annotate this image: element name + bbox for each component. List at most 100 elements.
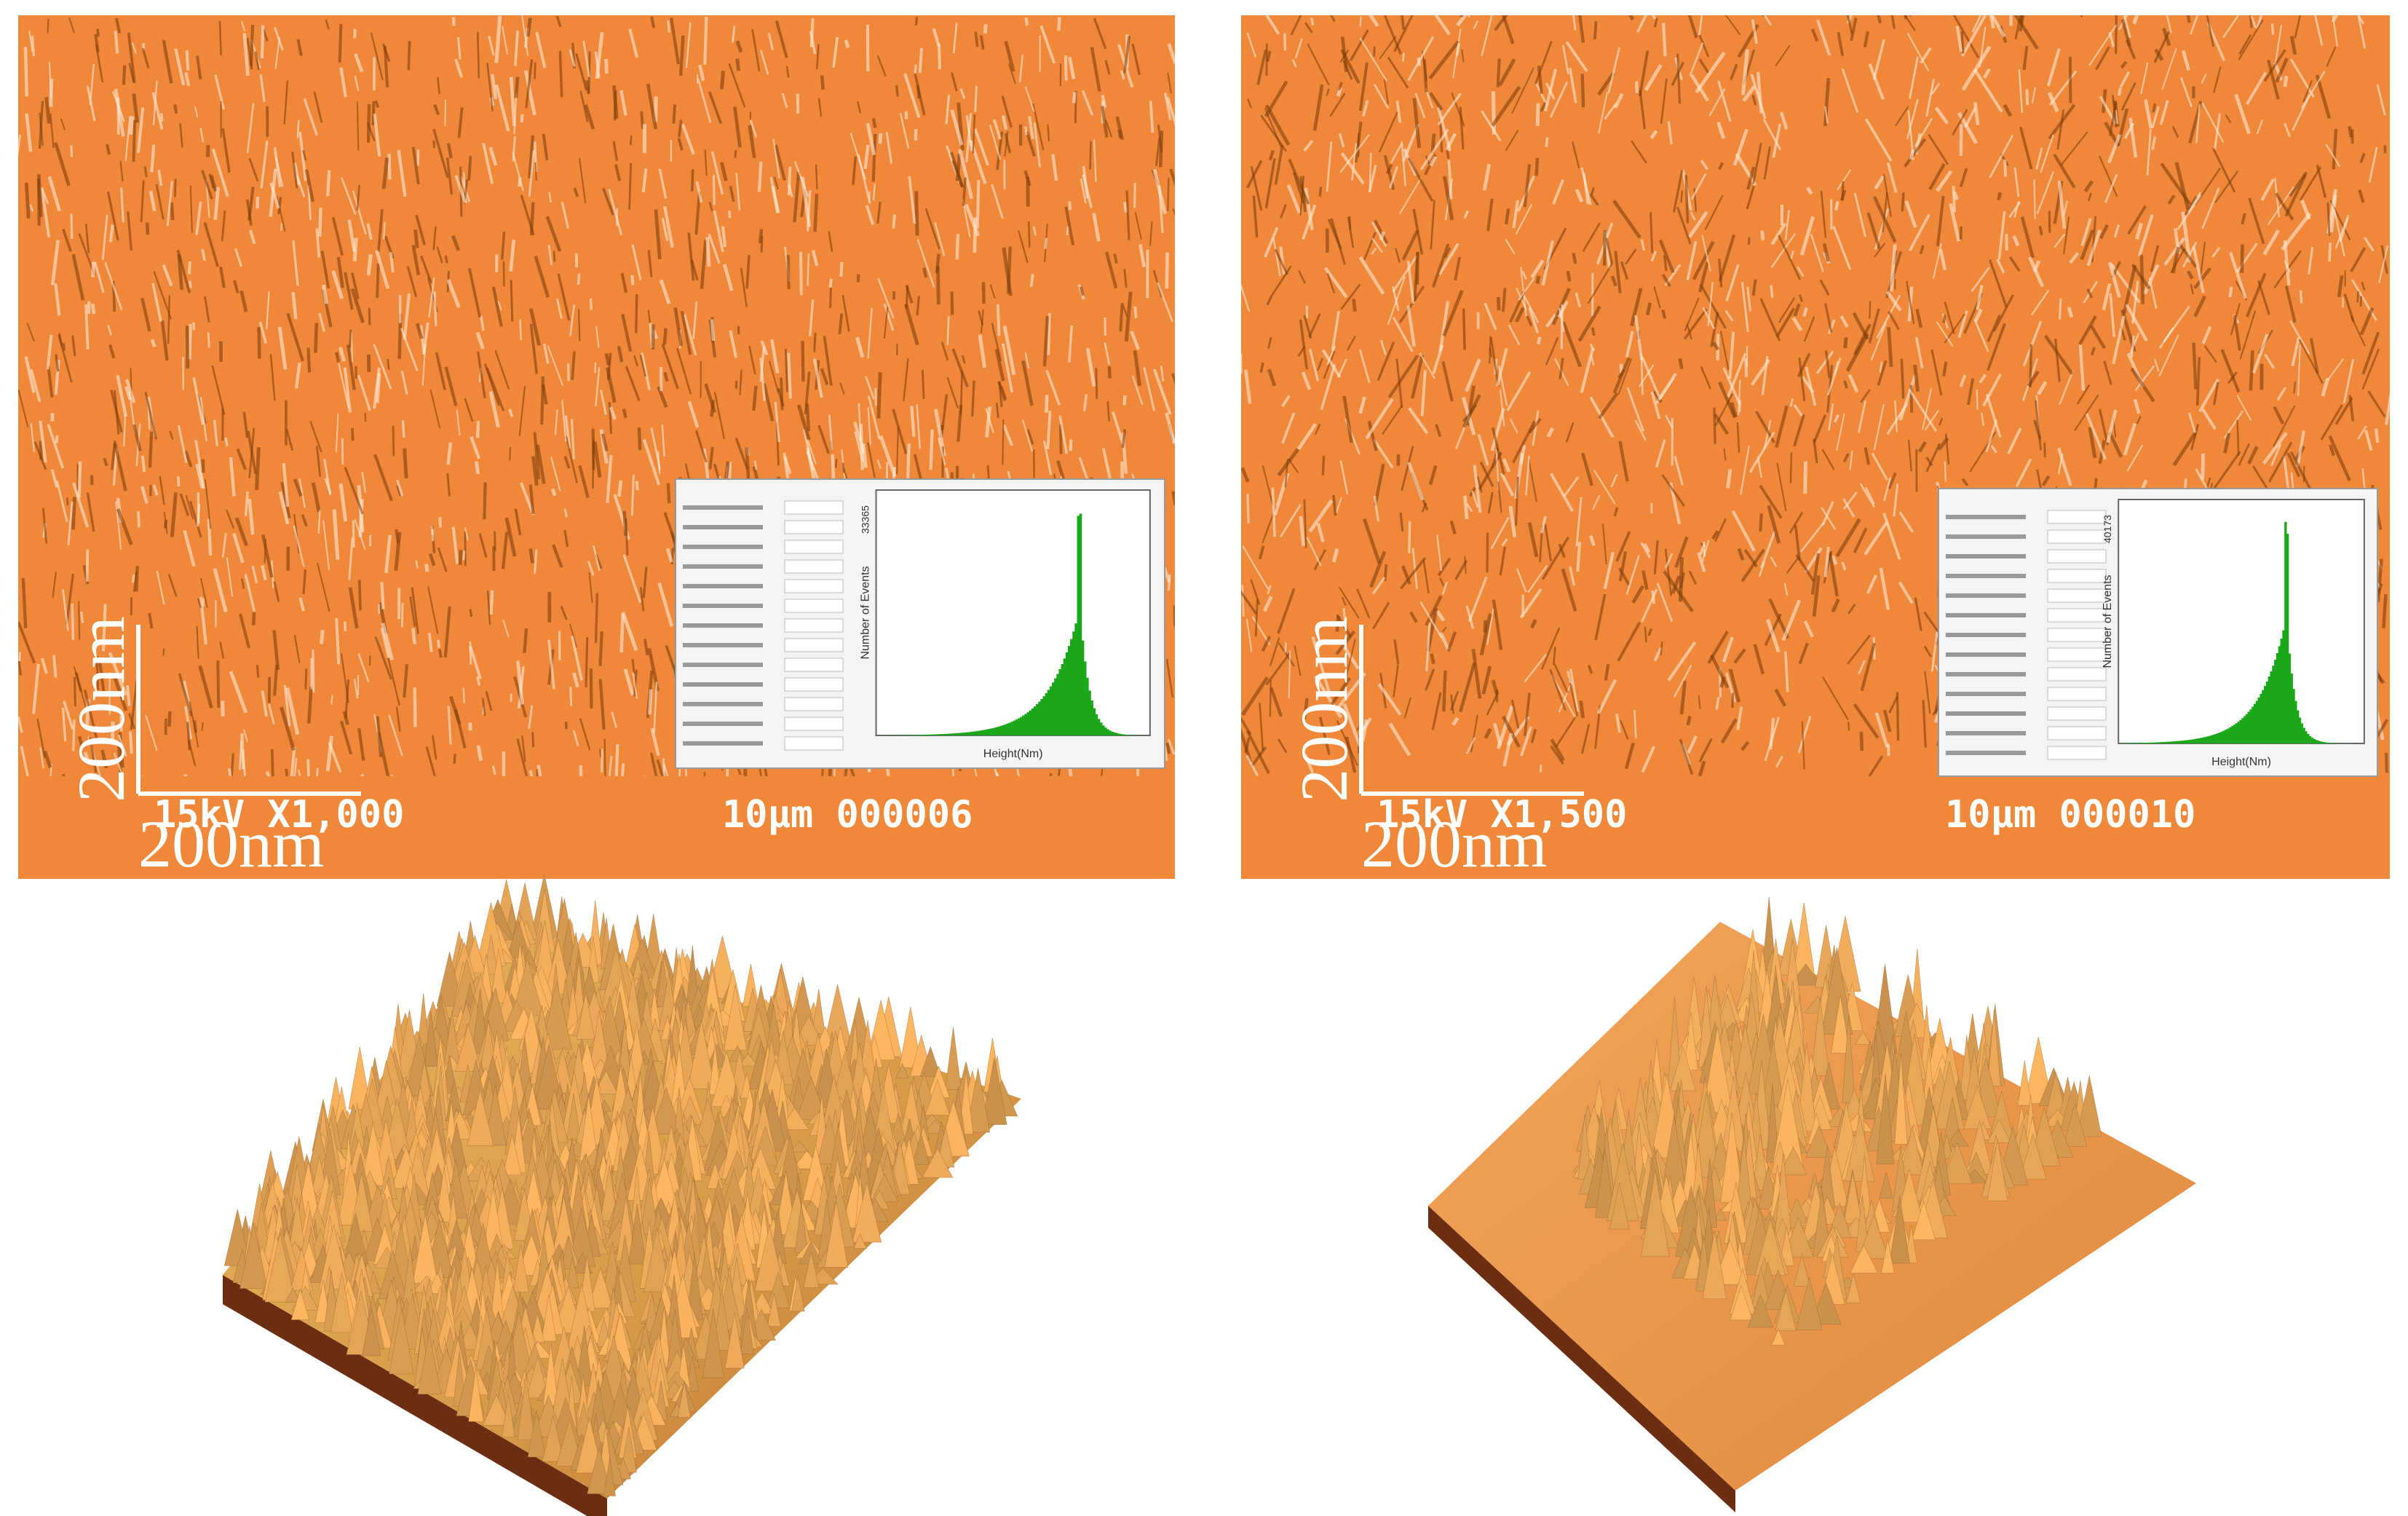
- relief-stroke: [54, 142, 71, 186]
- relief-stroke: [1090, 47, 1101, 92]
- relief-stroke: [2328, 444, 2336, 457]
- relief-stroke: [807, 438, 817, 465]
- relief-stroke: [1465, 358, 1481, 392]
- surface-peak: [767, 1271, 791, 1308]
- relief-stroke: [83, 690, 98, 739]
- relief-stroke: [501, 532, 509, 569]
- relief-stroke: [2151, 106, 2160, 129]
- relief-stroke: [1698, 695, 1701, 709]
- relief-stroke: [1470, 714, 1478, 753]
- relief-stroke: [1836, 413, 1845, 451]
- relief-stroke: [320, 250, 330, 289]
- relief-stroke: [1866, 575, 1878, 594]
- histogram-bar: [990, 728, 993, 735]
- relief-stroke: [1590, 354, 1595, 366]
- relief-stroke: [2297, 344, 2301, 396]
- relief-stroke: [1439, 631, 1451, 652]
- relief-stroke: [162, 39, 173, 84]
- histogram-bar: [2294, 700, 2297, 743]
- surface-peak: [702, 1308, 724, 1378]
- histogram-bar: [2282, 630, 2285, 743]
- relief-stroke: [2214, 113, 2222, 150]
- relief-stroke: [335, 414, 339, 452]
- relief-stroke: [774, 401, 780, 443]
- relief-stroke: [1679, 738, 1694, 775]
- relief-stroke: [678, 119, 683, 138]
- relief-stroke: [959, 88, 966, 100]
- relief-stroke: [1511, 67, 1534, 114]
- relief-stroke: [540, 376, 545, 425]
- relief-stroke: [683, 314, 697, 356]
- relief-stroke: [1342, 608, 1347, 626]
- relief-stroke: [1520, 726, 1532, 757]
- relief-stroke: [1718, 381, 1737, 419]
- surface-peak: [468, 1367, 484, 1422]
- relief-stroke: [903, 73, 921, 119]
- relief-stroke: [938, 438, 946, 465]
- dialog-label: [1946, 751, 2026, 755]
- relief-stroke: [350, 288, 365, 323]
- relief-stroke: [1002, 247, 1013, 296]
- relief-stroke: [2038, 225, 2043, 236]
- relief-stroke: [1266, 296, 1272, 306]
- relief-stroke: [1563, 476, 1580, 497]
- relief-stroke: [2109, 293, 2116, 337]
- relief-stroke: [687, 232, 695, 281]
- relief-stroke: [290, 746, 296, 776]
- relief-stroke: [2190, 283, 2195, 295]
- relief-stroke: [687, 400, 700, 428]
- surface-peak: [791, 1276, 805, 1312]
- relief-stroke: [1252, 195, 1259, 238]
- relief-stroke: [2212, 147, 2236, 193]
- relief-stroke: [1540, 101, 1548, 112]
- relief-stroke: [1713, 413, 1730, 435]
- relief-stroke: [2267, 186, 2294, 226]
- relief-stroke: [1279, 246, 1286, 275]
- relief-stroke: [863, 144, 870, 170]
- relief-stroke: [116, 508, 133, 545]
- relief-stroke: [1092, 213, 1101, 242]
- relief-stroke: [922, 267, 928, 278]
- relief-stroke: [1896, 692, 1900, 741]
- relief-stroke: [1853, 703, 1880, 739]
- relief-stroke: [1340, 49, 1361, 84]
- relief-stroke: [625, 518, 629, 556]
- relief-stroke: [516, 660, 524, 705]
- relief-stroke: [1850, 17, 1858, 42]
- relief-stroke: [1268, 150, 1275, 161]
- relief-stroke: [325, 19, 330, 30]
- surface-peak: [417, 1333, 442, 1394]
- relief-stroke: [148, 612, 154, 629]
- relief-stroke: [932, 28, 941, 47]
- relief-stroke: [1700, 366, 1712, 390]
- relief-stroke: [1296, 422, 1318, 451]
- relief-stroke: [2119, 71, 2130, 88]
- relief-stroke: [1591, 327, 1596, 336]
- relief-stroke: [536, 765, 542, 776]
- histogram-bar: [1017, 718, 1021, 735]
- relief-stroke: [560, 605, 568, 620]
- relief-stroke: [2289, 451, 2315, 496]
- relief-stroke: [2359, 152, 2366, 163]
- relief-stroke: [422, 322, 429, 355]
- relief-stroke: [735, 173, 741, 210]
- relief-stroke: [361, 471, 367, 493]
- relief-stroke: [1032, 226, 1037, 236]
- relief-stroke: [661, 218, 669, 242]
- relief-stroke: [1340, 152, 1365, 185]
- relief-stroke: [1769, 717, 1775, 750]
- surface-peak: [649, 1086, 683, 1134]
- histogram-bar: [1031, 708, 1034, 735]
- relief-stroke: [2136, 415, 2142, 425]
- relief-stroke: [916, 404, 922, 449]
- relief-stroke: [502, 25, 509, 55]
- histogram-bar: [2182, 741, 2185, 743]
- relief-stroke: [225, 509, 235, 529]
- relief-stroke: [1330, 15, 1336, 23]
- relief-stroke: [1944, 461, 1946, 482]
- relief-stroke: [1401, 565, 1411, 585]
- relief-stroke: [1821, 506, 1837, 530]
- relief-stroke: [2239, 310, 2257, 360]
- relief-stroke: [820, 75, 825, 90]
- relief-stroke: [433, 291, 437, 326]
